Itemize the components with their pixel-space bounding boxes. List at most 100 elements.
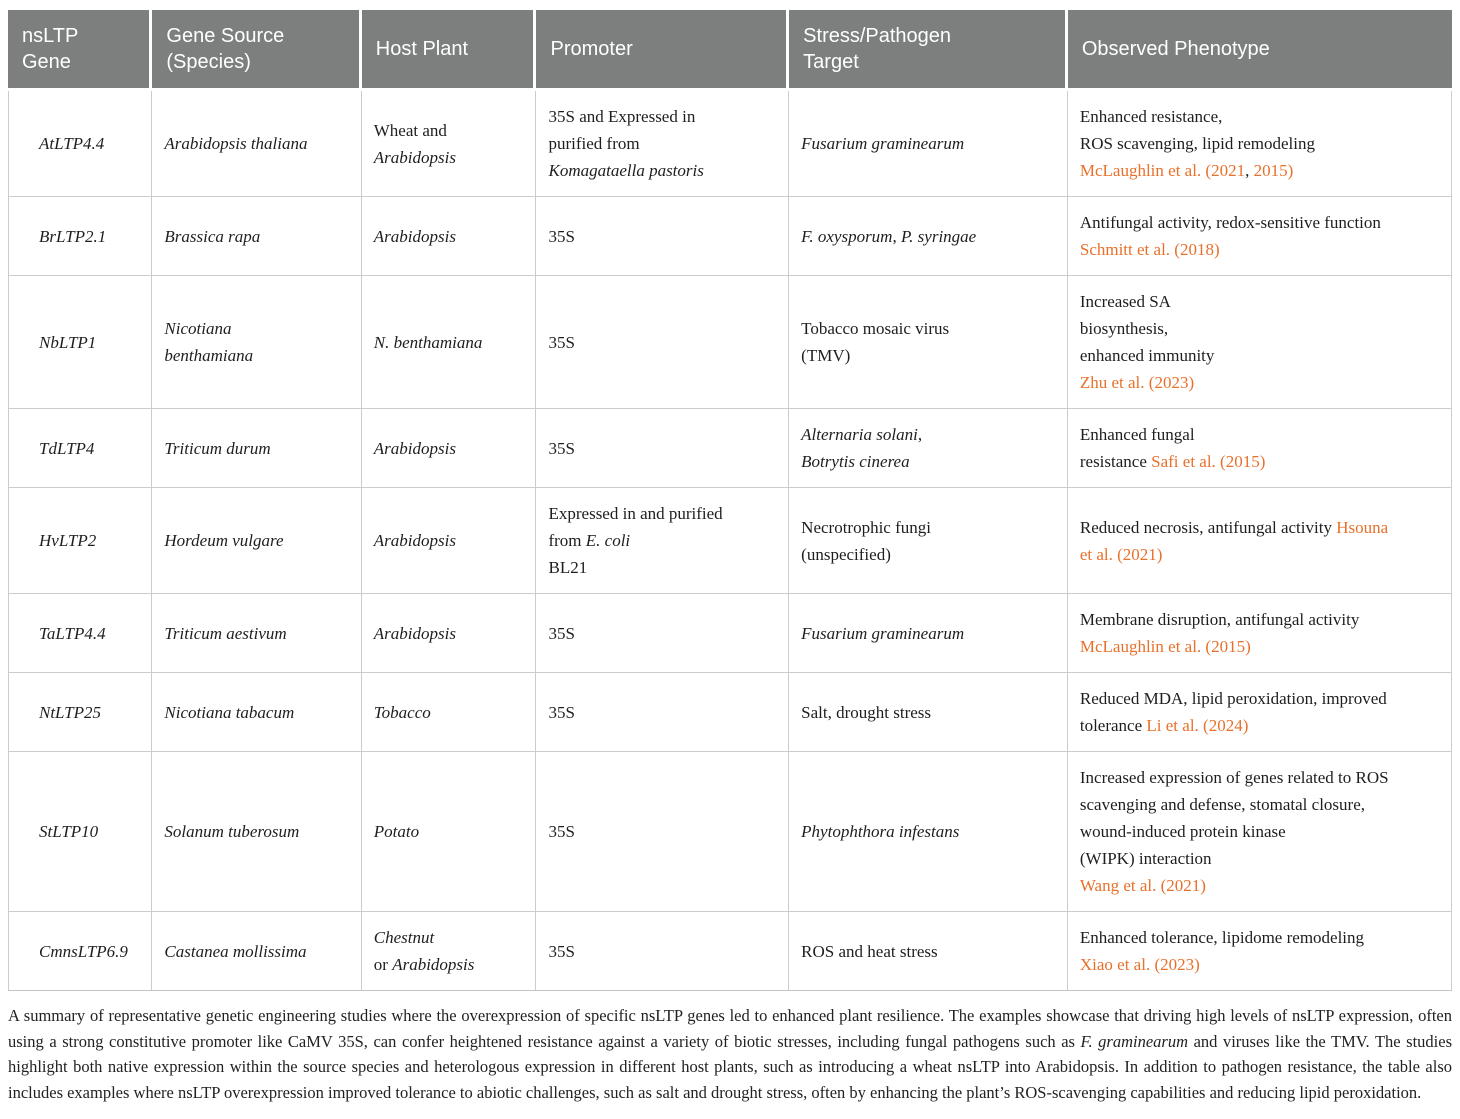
species-name: NtLTP25 <box>39 702 102 722</box>
species-name: Arabidopsis <box>373 438 456 458</box>
text-segment: Enhanced resistance, <box>1079 107 1223 126</box>
cell-source: Arabidopsis thaliana <box>152 91 362 197</box>
table-row: NtLTP25 Nicotiana tabacum Tobacco 35S Salt, … <box>8 673 1452 752</box>
text-segment: Reduced necrosis, antifungal activity <box>1079 517 1337 537</box>
cell-stress: ROS and heat stress <box>789 912 1068 991</box>
cell-promoter: 35S <box>536 594 790 673</box>
species-name: Nicotiana tabacum <box>164 702 295 722</box>
species-name: Triticum aestivum <box>164 623 287 643</box>
cell-promoter: 35S <box>536 752 790 912</box>
citation-link[interactable]: Hsouna <box>1336 517 1389 537</box>
text-segment: , <box>1245 161 1254 180</box>
cell-host: Wheat and Arabidopsis <box>361 91 537 197</box>
cell-phenotype: Increased expression of genes related to… <box>1067 752 1452 912</box>
species-name: Brassica rapa <box>164 226 261 246</box>
species-name: NbLTP1 <box>39 332 97 352</box>
text-segment: scavenging and defense, stomatal closure… <box>1079 795 1365 814</box>
column-header-stress: Stress/Pathogen Target <box>789 10 1068 91</box>
cell-stress: Phytophthora infestans <box>789 752 1068 912</box>
citation-link[interactable]: Wang et al. (2021) <box>1079 876 1206 895</box>
text-segment: Increased SA <box>1079 292 1171 311</box>
text-segment: Wheat and <box>373 120 447 140</box>
cell-stress: Necrotrophic fungi (unspecified) <box>789 488 1068 594</box>
table-row: TdLTP4 Triticum durum Arabidopsis 35S Altern… <box>8 409 1452 488</box>
cell-gene: StLTP10 <box>8 752 153 912</box>
table-header: nsLTP Gene Gene Source (Species) Host Plant P… <box>8 10 1452 91</box>
text-segment: 35S <box>548 822 575 841</box>
cell-host: Potato <box>361 752 537 912</box>
table-row: HvLTP2 Hordeum vulgare Arabidopsis Expresse… <box>8 488 1452 594</box>
text-segment: purified from <box>548 134 640 153</box>
text-segment: 35S <box>548 941 575 961</box>
citation-link[interactable]: Schmitt et al. (2018) <box>1079 240 1220 259</box>
species-name: Arabidopsis <box>373 147 456 167</box>
cell-host: Arabidopsis <box>361 488 537 594</box>
cell-stress: Fusarium graminearum <box>789 91 1068 197</box>
species-name: Arabidopsis <box>392 955 475 974</box>
column-header-label: Gene Source <box>166 25 285 47</box>
species-name: Nicotiana <box>164 319 232 338</box>
text-segment: 35S <box>548 332 575 352</box>
cell-gene: NtLTP25 <box>8 673 153 752</box>
citation-link[interactable]: McLaughlin et al. (2021 <box>1079 161 1246 180</box>
text-segment: 35S <box>548 702 575 722</box>
column-header-source: Gene Source (Species) <box>152 10 362 91</box>
species-name: Hordeum vulgare <box>164 531 284 550</box>
text-segment: (WIPK) interaction <box>1079 849 1212 868</box>
cell-source: Nicotiana tabacum <box>152 673 362 752</box>
species-name: Fusarium graminearum <box>801 623 965 643</box>
species-name: TdLTP4 <box>39 438 95 458</box>
species-name: Potato <box>373 822 420 841</box>
cell-source: Brassica rapa <box>152 197 362 276</box>
citation-link[interactable]: Safi et al. (2015) <box>1151 452 1266 471</box>
cell-source: Nicotiana benthamiana <box>152 276 362 409</box>
cell-host: Arabidopsis <box>361 594 537 673</box>
citation-link[interactable]: Li et al. (2024) <box>1146 716 1249 735</box>
citation-link[interactable]: 2015) <box>1253 161 1294 180</box>
species-name: N. benthamiana <box>373 332 483 352</box>
citation-link[interactable]: et al. (2021) <box>1079 544 1163 564</box>
species-name: P. syringae <box>900 226 977 246</box>
cell-host: Arabidopsis <box>361 197 537 276</box>
cell-stress: Salt, drought stress <box>789 673 1068 752</box>
species-name: F. graminearum <box>1080 1031 1189 1051</box>
text-segment: 35S and Expressed in <box>548 107 696 126</box>
column-header-label: nsLTP <box>22 25 79 47</box>
text-segment: tolerance <box>1079 716 1147 735</box>
cell-host: Arabidopsis <box>361 409 537 488</box>
column-header-label: Gene <box>22 51 71 73</box>
text-segment: Enhanced tolerance, lipidome remodeling <box>1079 928 1365 947</box>
species-name: Arabidopsis <box>373 531 456 550</box>
cell-stress: F. oxysporum, P. syringae <box>789 197 1068 276</box>
cell-phenotype: Membrane disruption, antifungal activity… <box>1067 594 1452 673</box>
species-name: F. oxysporum <box>801 226 893 246</box>
text-segment: biosynthesis, <box>1079 319 1169 338</box>
species-name: Chestnut <box>373 928 435 947</box>
cell-promoter: 35S <box>536 912 790 991</box>
cell-source: Castanea mollissima <box>152 912 362 991</box>
species-name: benthamiana <box>164 346 254 365</box>
species-name: Triticum durum <box>164 438 271 458</box>
text-segment: ROS and heat stress <box>801 941 938 961</box>
column-header-promoter: Promoter <box>536 10 790 91</box>
citation-link[interactable]: McLaughlin et al. (2015) <box>1079 637 1251 656</box>
cell-gene: CmnsLTP6.9 <box>8 912 153 991</box>
cell-phenotype: Antifungal activity, redox-sensitive fun… <box>1067 197 1452 276</box>
citation-link[interactable]: Zhu et al. (2023) <box>1079 373 1195 392</box>
species-name: Arabidopsis <box>373 623 456 643</box>
column-header-label: Host Plant <box>375 38 469 60</box>
text-segment: Necrotrophic fungi <box>801 517 931 537</box>
table-row: BrLTP2.1 Brassica rapa Arabidopsis 35S F. ox… <box>8 197 1452 276</box>
citation-link[interactable]: Xiao et al. (2023) <box>1079 955 1200 974</box>
cell-gene: TaLTP4.4 <box>8 594 153 673</box>
column-header-label: Promoter <box>550 38 633 60</box>
text-segment: , <box>892 226 901 246</box>
species-name: HvLTP2 <box>39 531 97 550</box>
species-name: Alternaria solani <box>801 425 918 444</box>
species-name: Phytophthora infestans <box>801 822 960 841</box>
text-segment: resistance <box>1079 452 1152 471</box>
text-segment: , <box>917 425 923 444</box>
cell-host: N. benthamiana <box>361 276 537 409</box>
table-footnote: A summary of representative genetic engi… <box>8 1003 1452 1105</box>
